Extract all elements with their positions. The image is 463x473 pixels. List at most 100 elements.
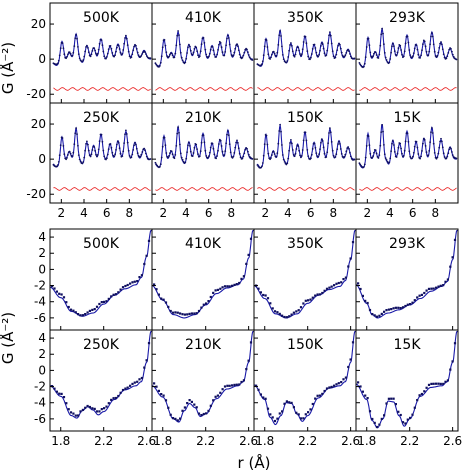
data-point <box>450 48 452 50</box>
data-point <box>297 309 300 312</box>
data-point <box>331 149 334 152</box>
data-point <box>202 303 205 306</box>
data-point <box>437 382 440 385</box>
data-point <box>427 54 430 57</box>
data-point <box>266 407 270 410</box>
data-point <box>247 51 249 53</box>
data-point <box>229 151 232 154</box>
data-point <box>212 291 215 294</box>
data-point <box>325 156 328 158</box>
data-point <box>431 35 434 38</box>
data-point <box>427 383 431 386</box>
data-point <box>347 49 349 51</box>
data-point <box>237 147 240 150</box>
data-point <box>387 308 390 311</box>
data-point <box>58 54 61 57</box>
data-point <box>119 51 122 54</box>
data-point <box>326 49 329 52</box>
data-point <box>61 137 64 139</box>
data-point <box>411 157 413 160</box>
data-point <box>451 50 453 53</box>
data-point <box>329 34 332 37</box>
y-tick-label: -6 <box>34 412 46 426</box>
data-point <box>441 146 444 149</box>
data-point <box>233 152 236 154</box>
data-point <box>196 148 199 151</box>
data-point <box>107 402 110 405</box>
data-points-410K <box>154 30 254 68</box>
data-point <box>57 62 59 65</box>
data-point <box>57 161 60 163</box>
data-point <box>60 392 63 395</box>
data-point <box>173 56 176 59</box>
data-point <box>260 166 262 169</box>
data-point <box>304 413 307 416</box>
data-point <box>299 154 301 157</box>
data-point <box>107 297 110 300</box>
data-point <box>273 52 276 55</box>
y-tick-label: -2 <box>34 380 46 394</box>
data-point <box>226 384 229 387</box>
difference-line-210K <box>155 187 253 191</box>
data-point <box>283 402 286 405</box>
data-point <box>319 148 321 151</box>
data-point <box>167 156 170 159</box>
data-point <box>197 412 201 415</box>
data-point <box>180 156 183 159</box>
data-point <box>246 147 248 150</box>
fit-line-250K <box>52 126 151 168</box>
data-point <box>53 287 56 290</box>
data-point <box>216 394 219 397</box>
data-point <box>191 53 194 56</box>
data-point <box>438 146 441 149</box>
data-point <box>192 51 195 54</box>
data-point <box>262 154 265 157</box>
data-point <box>170 150 173 153</box>
data-point <box>437 285 440 288</box>
x-tick-label: 6 <box>205 206 213 220</box>
data-point <box>224 51 227 53</box>
data-point <box>272 50 275 53</box>
data-point <box>135 44 137 47</box>
data-point <box>277 142 280 145</box>
panel-label: 210K <box>185 337 222 353</box>
data-point <box>325 287 329 290</box>
data-point <box>413 47 416 50</box>
data-point <box>77 53 80 56</box>
data-point <box>418 394 421 397</box>
data-point <box>348 50 350 53</box>
data-point <box>373 314 376 317</box>
data-point <box>251 158 254 160</box>
data-point <box>389 58 392 60</box>
data-point <box>281 144 283 146</box>
data-point <box>124 37 126 39</box>
data-point <box>337 44 339 47</box>
data-point <box>178 34 180 36</box>
data-point <box>219 391 222 394</box>
data-point <box>190 312 193 315</box>
y-tick-label: -20 <box>26 187 46 201</box>
data-point <box>91 50 94 52</box>
data-points-15K <box>357 342 457 429</box>
data-point <box>363 166 365 168</box>
data-point <box>188 43 190 46</box>
data-point <box>157 389 160 392</box>
difference-line-293K <box>359 87 457 91</box>
data-point <box>379 144 382 147</box>
data-point <box>116 140 119 143</box>
x-tick-label: 2.2 <box>196 434 215 448</box>
data-point <box>160 55 163 58</box>
data-point <box>447 52 450 54</box>
data-point <box>416 48 419 51</box>
y-tick-label: 0 <box>38 363 46 377</box>
data-point <box>292 406 295 409</box>
data-point <box>247 153 250 156</box>
data-point <box>323 52 326 55</box>
data-point <box>357 282 360 285</box>
data-point <box>290 42 292 44</box>
x-tick-label: 2.2 <box>400 434 419 448</box>
data-point <box>200 43 203 45</box>
data-points-293K <box>357 238 457 318</box>
data-point <box>106 56 108 58</box>
data-point <box>389 157 392 160</box>
